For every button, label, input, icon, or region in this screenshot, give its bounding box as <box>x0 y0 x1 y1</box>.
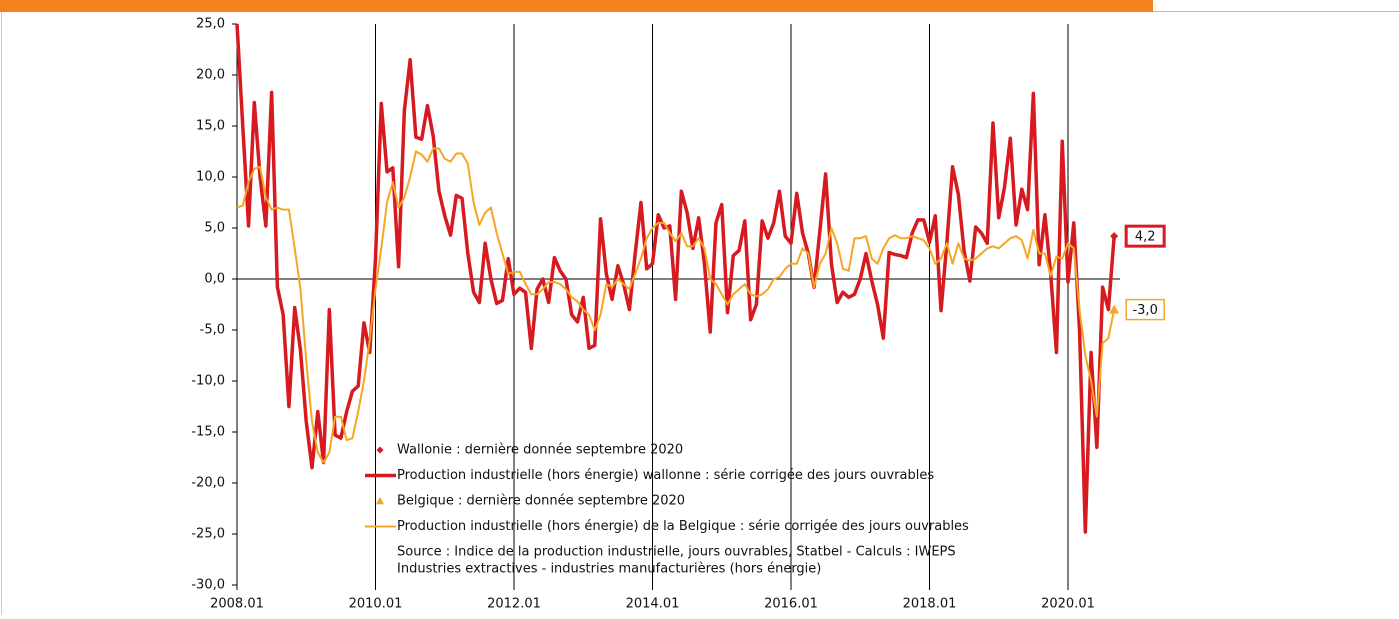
series-line <box>236 147 1116 464</box>
y-tick-label: -10,0 <box>191 374 225 389</box>
x-tick-label: 2012.01 <box>487 597 541 612</box>
y-tick-label: 25,0 <box>196 17 225 32</box>
y-tick-label: -30,0 <box>191 578 225 593</box>
y-tick-label: 5,0 <box>204 221 225 236</box>
y-tick-label: 0,0 <box>204 272 225 287</box>
legend-label: Wallonie : dernière donnée septembre 202… <box>397 443 683 458</box>
legend-swatch <box>376 497 384 505</box>
y-tick-label: -15,0 <box>191 425 225 440</box>
x-tick-label: 2020.01 <box>1041 597 1095 612</box>
legend-label: Belgique : dernière donnée septembre 202… <box>397 494 685 509</box>
y-tick-label: -20,0 <box>191 476 225 491</box>
y-tick-label: -25,0 <box>191 527 225 542</box>
value-label: 4,2 <box>1135 230 1156 245</box>
series-line <box>235 23 1116 534</box>
legend-swatch <box>376 446 384 454</box>
legend-label: Production industrielle (hors énergie) d… <box>397 519 969 534</box>
y-tick-label: 10,0 <box>196 170 225 185</box>
x-tick-label: 2010.01 <box>349 597 403 612</box>
value-label-box <box>1124 224 1166 248</box>
y-tick-label: 15,0 <box>196 119 225 134</box>
source-note: Source : Indice de la production industr… <box>397 545 956 560</box>
header-bar <box>0 0 1153 12</box>
y-tick-label: 20,0 <box>196 68 225 83</box>
x-tick-label: 2016.01 <box>764 597 818 612</box>
legend-label: Production industrielle (hors énergie) w… <box>397 468 934 483</box>
y-tick-label: -5,0 <box>200 323 225 338</box>
last-point-marker <box>1109 304 1120 314</box>
source-note: Industries extractives - industries manu… <box>397 562 821 577</box>
x-tick-label: 2018.01 <box>903 597 957 612</box>
value-label: -3,0 <box>1132 303 1157 318</box>
value-label-box <box>1125 298 1165 321</box>
x-tick-label: 2008.01 <box>210 597 264 612</box>
x-tick-label: 2014.01 <box>626 597 680 612</box>
